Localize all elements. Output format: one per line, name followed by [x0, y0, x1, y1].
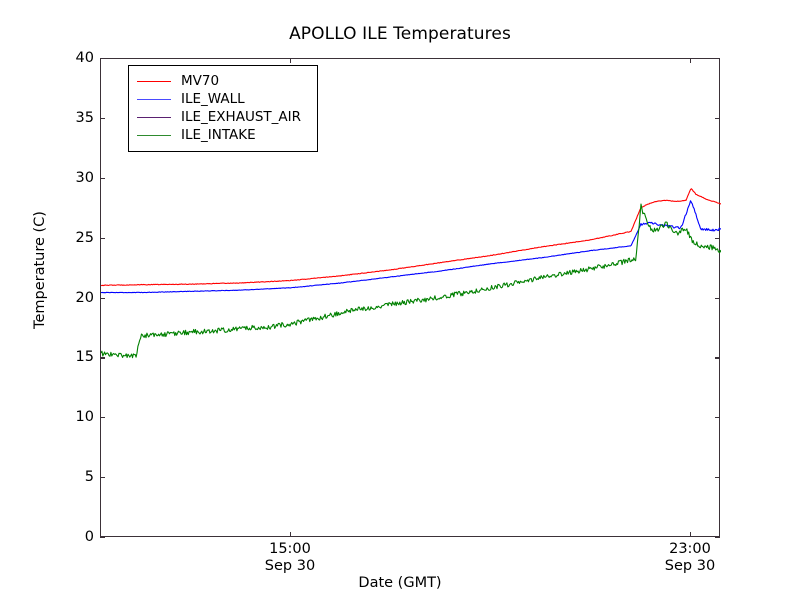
legend-color-swatch: [137, 116, 171, 118]
y-tick-label: 30: [75, 169, 94, 186]
chart-title: APOLLO ILE Temperatures: [289, 24, 511, 44]
y-tick-label: 0: [84, 529, 94, 545]
y-tick-mark: [715, 237, 720, 239]
legend-color-swatch: [137, 98, 171, 100]
y-tick-mark: [715, 477, 720, 479]
legend-item[interactable]: ILE_WALL: [137, 90, 309, 108]
y-tick-label: 15: [75, 349, 94, 366]
y-tick-label: 25: [75, 229, 94, 246]
y-tick-label: 35: [75, 109, 94, 126]
y-tick-mark: [715, 357, 720, 359]
y-tick-mark: [715, 58, 720, 60]
series-line-ile-intake: [101, 203, 721, 359]
y-tick-label: 5: [84, 469, 94, 486]
x-axis-label: Date (GMT): [358, 575, 442, 591]
y-tick-mark: [100, 237, 105, 239]
legend-item[interactable]: ILE_EXHAUST_AIR: [137, 108, 309, 126]
y-tick-label: 40: [75, 50, 94, 66]
y-tick-label: 10: [75, 409, 94, 426]
x-tick-mark: [290, 532, 292, 537]
legend-label: ILE_WALL: [181, 91, 245, 107]
y-tick-mark: [100, 58, 105, 60]
y-axis-label: Temperature (C): [32, 211, 48, 329]
y-tick-mark: [715, 537, 720, 539]
legend-label: ILE_EXHAUST_AIR: [181, 109, 301, 125]
x-tick-time: 23:00: [669, 541, 711, 557]
y-tick-label: 20: [75, 289, 94, 306]
x-tick-label: 23:00 Sep 30: [630, 541, 750, 575]
y-tick-mark: [100, 117, 105, 120]
x-tick-date: Sep 30: [664, 558, 716, 574]
y-tick-mark: [100, 537, 105, 539]
legend: MV70 ILE_WALL ILE_EXHAUST_AIR ILE_INTAKE: [128, 65, 318, 152]
plot-svg: [101, 188, 721, 359]
legend-label: MV70: [181, 73, 220, 89]
x-tick-date: Sep 30: [264, 558, 316, 574]
x-tick-mark: [690, 58, 692, 63]
series-line-mv70: [101, 188, 721, 287]
x-tick-mark: [290, 58, 292, 63]
y-tick-mark: [100, 477, 105, 479]
y-tick-mark: [100, 297, 105, 299]
y-tick-mark: [100, 417, 105, 419]
y-tick-mark: [715, 177, 720, 179]
legend-item[interactable]: MV70: [137, 72, 309, 90]
legend-item[interactable]: ILE_INTAKE: [137, 126, 309, 144]
x-tick-mark: [690, 532, 692, 537]
series-lines: [101, 188, 721, 359]
y-tick-mark: [715, 417, 720, 419]
legend-color-swatch: [137, 80, 171, 82]
y-tick-mark: [100, 357, 105, 359]
x-tick-label: 15:00 Sep 30: [230, 541, 350, 575]
y-tick-mark: [100, 177, 105, 179]
y-tick-mark: [715, 117, 720, 120]
series-line-ile-wall: [101, 200, 721, 294]
legend-color-swatch: [137, 134, 171, 136]
legend-label: ILE_INTAKE: [181, 127, 256, 143]
y-tick-mark: [715, 297, 720, 299]
x-tick-time: 15:00: [269, 541, 311, 557]
